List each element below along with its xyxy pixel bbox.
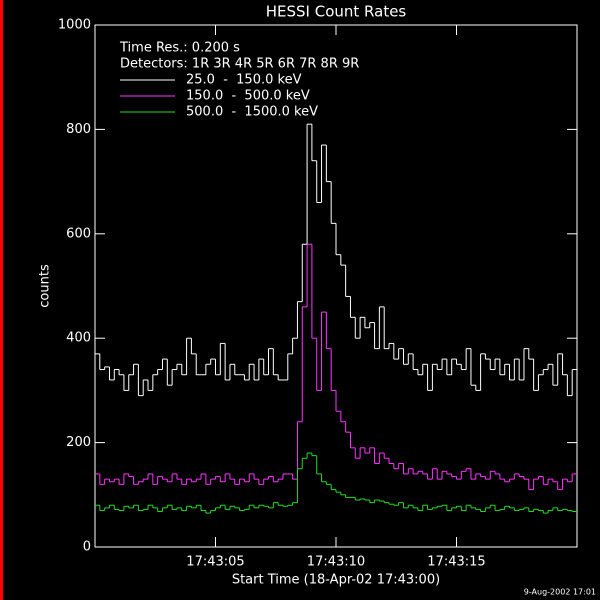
edge-bar [0,0,3,600]
y-tick-label: 0 [83,540,91,555]
legend-label: 500.0 - 1500.0 keV [186,105,318,120]
info-line: Detectors: 1R 3R 4R 5R 6R 7R 8R 9R [120,57,359,72]
y-tick-label: 400 [66,331,91,346]
x-axis-label: Start Time (18-Apr-02 17:43:00) [232,573,440,588]
chart-title: HESSI Count Rates [266,3,407,21]
legend-label: 150.0 - 500.0 keV [186,89,310,104]
y-tick-label: 1000 [58,18,91,33]
y-tick-label: 200 [66,435,91,450]
info-line: Time Res.: 0.200 s [119,41,240,56]
footer: 9-Aug-2002 17:01 [524,588,596,597]
x-tick-label: 17:43:10 [307,555,365,570]
y-tick-label: 800 [66,122,91,137]
x-tick-label: 17:43:05 [186,555,244,570]
x-tick-label: 17:43:15 [427,555,485,570]
y-axis-label: counts [38,264,53,308]
legend-label: 25.0 - 150.0 keV [186,73,302,88]
y-tick-label: 600 [66,226,91,241]
